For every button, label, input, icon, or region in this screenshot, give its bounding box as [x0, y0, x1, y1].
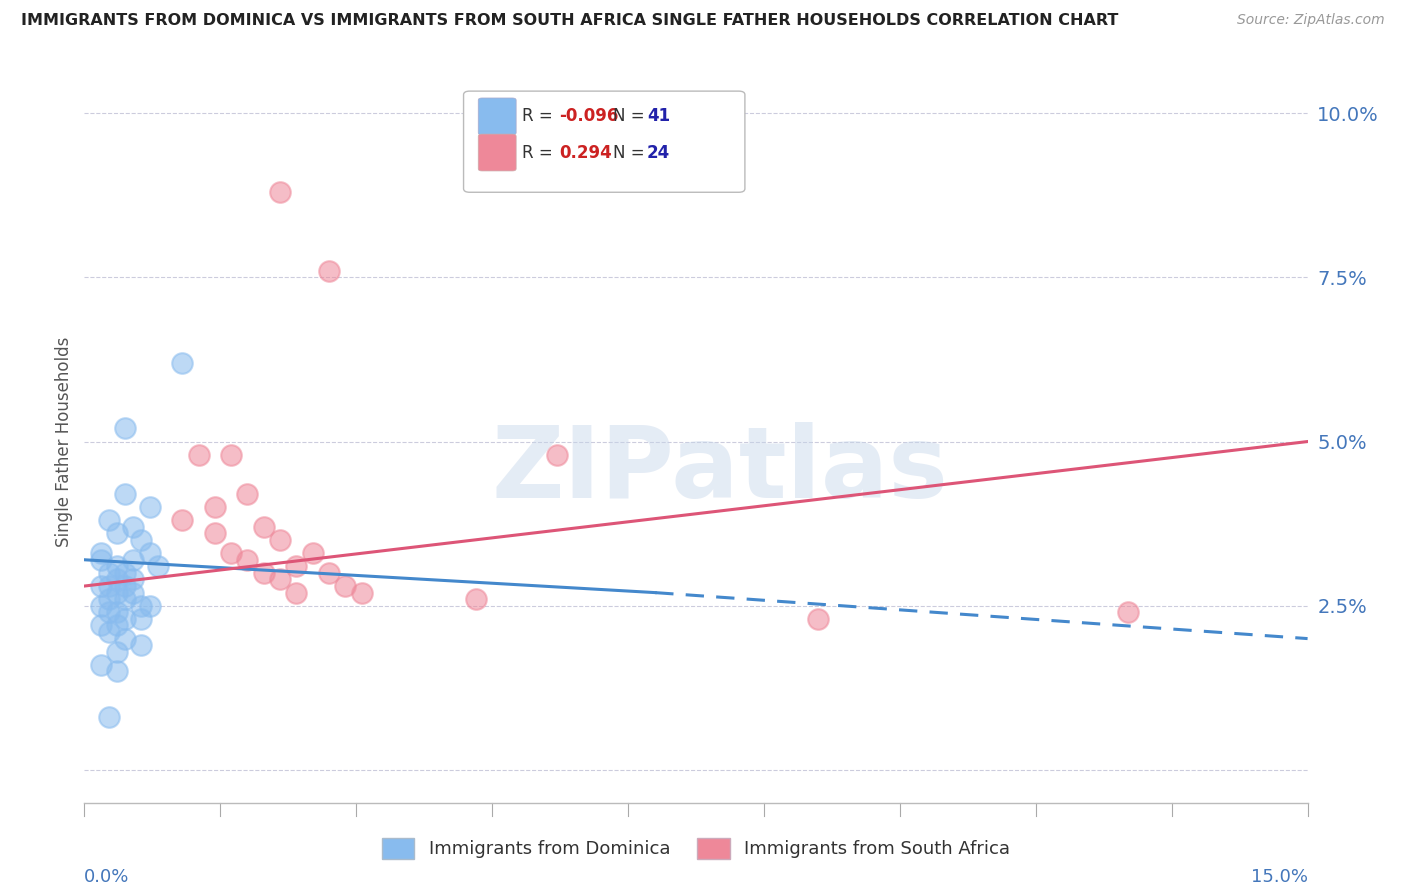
Point [114, 592, 136, 607]
Point [187, 448, 209, 462]
Point [138, 546, 160, 560]
Text: N =: N = [613, 107, 650, 126]
Point [172, 513, 194, 527]
Y-axis label: Single Father Households: Single Father Households [55, 336, 73, 547]
Text: N =: N = [613, 144, 650, 161]
Point [90, 553, 112, 567]
Point [97, 710, 120, 724]
Point [464, 592, 486, 607]
Text: R =: R = [522, 144, 558, 161]
Point [90, 579, 112, 593]
Point [172, 356, 194, 370]
Text: 41: 41 [647, 107, 671, 126]
Point [105, 645, 128, 659]
Point [807, 612, 830, 626]
Text: 0.0%: 0.0% [84, 869, 129, 887]
Legend: Immigrants from Dominica, Immigrants from South Africa: Immigrants from Dominica, Immigrants fro… [374, 830, 1018, 866]
Point [138, 500, 160, 515]
Point [90, 657, 112, 672]
FancyBboxPatch shape [464, 91, 745, 193]
Point [219, 546, 242, 560]
Point [122, 553, 145, 567]
Point [122, 585, 145, 599]
FancyBboxPatch shape [478, 98, 516, 135]
Text: 0.294: 0.294 [560, 144, 612, 161]
Text: -0.096: -0.096 [560, 107, 619, 126]
Point [219, 448, 242, 462]
Point [269, 185, 291, 199]
Point [114, 421, 136, 435]
Point [546, 448, 568, 462]
Point [97, 605, 120, 619]
Point [236, 487, 259, 501]
Point [114, 612, 136, 626]
Point [269, 573, 291, 587]
FancyBboxPatch shape [478, 134, 516, 171]
Point [131, 638, 153, 652]
Point [253, 566, 276, 580]
Point [90, 546, 112, 560]
Point [97, 513, 120, 527]
Point [105, 605, 128, 619]
Text: 24: 24 [647, 144, 671, 161]
Point [114, 632, 136, 646]
Point [318, 264, 340, 278]
Point [204, 526, 226, 541]
Point [1116, 605, 1139, 619]
Point [350, 585, 373, 599]
Text: 15.0%: 15.0% [1250, 869, 1308, 887]
Point [114, 487, 136, 501]
Point [97, 579, 120, 593]
Point [97, 625, 120, 640]
Point [97, 592, 120, 607]
Point [318, 566, 340, 580]
Point [114, 566, 136, 580]
Point [90, 618, 112, 632]
Point [105, 559, 128, 574]
Point [122, 520, 145, 534]
Point [90, 599, 112, 613]
Point [146, 559, 169, 574]
Point [138, 599, 160, 613]
Point [253, 520, 276, 534]
Point [131, 612, 153, 626]
Point [131, 599, 153, 613]
Point [105, 573, 128, 587]
Text: R =: R = [522, 107, 558, 126]
Point [105, 665, 128, 679]
Point [105, 526, 128, 541]
Point [122, 573, 145, 587]
Point [105, 585, 128, 599]
Point [131, 533, 153, 547]
Point [301, 546, 323, 560]
Point [285, 585, 308, 599]
Point [204, 500, 226, 515]
Point [97, 566, 120, 580]
Text: IMMIGRANTS FROM DOMINICA VS IMMIGRANTS FROM SOUTH AFRICA SINGLE FATHER HOUSEHOLD: IMMIGRANTS FROM DOMINICA VS IMMIGRANTS F… [21, 13, 1118, 29]
Point [236, 553, 259, 567]
Point [105, 618, 128, 632]
Text: Source: ZipAtlas.com: Source: ZipAtlas.com [1237, 13, 1385, 28]
Text: ZIPatlas: ZIPatlas [492, 422, 949, 519]
Point [114, 579, 136, 593]
Point [269, 533, 291, 547]
Point [285, 559, 308, 574]
Point [335, 579, 357, 593]
